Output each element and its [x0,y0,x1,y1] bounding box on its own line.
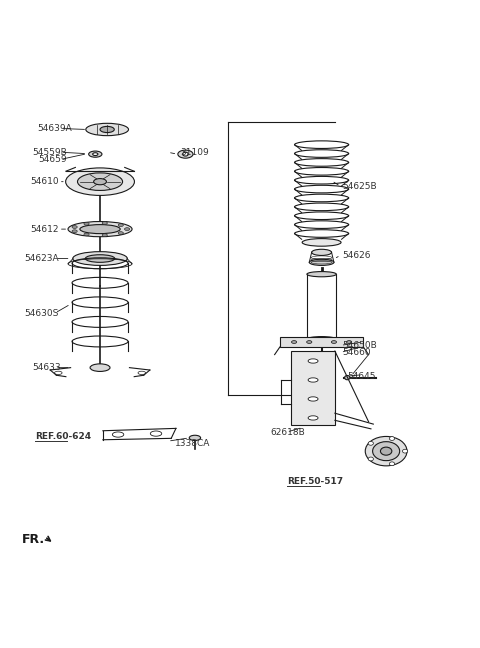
Ellipse shape [150,431,162,436]
Ellipse shape [302,238,341,246]
Ellipse shape [372,442,400,461]
Ellipse shape [100,126,114,133]
Ellipse shape [77,173,122,191]
Text: 54623A: 54623A [24,254,59,263]
Ellipse shape [381,447,392,455]
Ellipse shape [308,359,318,363]
Ellipse shape [308,397,318,401]
Text: REF.50-517: REF.50-517 [288,477,344,486]
Text: 54645: 54645 [348,372,376,380]
Text: 54659: 54659 [38,155,67,164]
Ellipse shape [66,168,134,196]
Text: 54660: 54660 [342,348,371,357]
Ellipse shape [307,341,312,343]
Text: 54625B: 54625B [342,182,377,191]
Ellipse shape [102,222,108,224]
Ellipse shape [86,123,129,135]
Ellipse shape [72,230,77,233]
Ellipse shape [73,251,127,266]
Ellipse shape [84,233,89,236]
Ellipse shape [118,224,123,227]
Text: 54559B: 54559B [32,148,67,157]
Text: 62618B: 62618B [271,428,306,437]
Ellipse shape [312,249,332,255]
Text: 1338CA: 1338CA [175,439,210,448]
Ellipse shape [389,437,395,441]
Ellipse shape [182,152,188,156]
Ellipse shape [345,375,350,380]
Ellipse shape [68,222,132,237]
Ellipse shape [84,222,89,226]
Text: 54612: 54612 [30,225,59,234]
Ellipse shape [124,227,130,231]
Ellipse shape [308,416,318,420]
Text: 54626: 54626 [342,251,371,260]
Text: 54630S: 54630S [24,308,59,318]
Ellipse shape [347,341,352,343]
Ellipse shape [368,457,373,461]
Ellipse shape [331,341,336,343]
Ellipse shape [102,234,108,237]
Text: FR.: FR. [22,533,45,546]
Ellipse shape [90,364,110,371]
Text: 54639A: 54639A [37,124,72,133]
Ellipse shape [89,151,102,157]
Ellipse shape [307,336,336,341]
Ellipse shape [309,259,334,266]
Ellipse shape [72,226,77,229]
Ellipse shape [93,153,98,156]
Ellipse shape [307,272,336,277]
Ellipse shape [80,225,120,234]
Text: 54610: 54610 [30,177,59,186]
Ellipse shape [368,441,373,445]
Ellipse shape [189,435,201,441]
Ellipse shape [118,231,123,235]
Ellipse shape [178,150,193,158]
Ellipse shape [308,378,318,382]
Text: 54633: 54633 [32,363,61,372]
Ellipse shape [365,437,407,466]
Bar [280,337,363,347]
Ellipse shape [94,179,107,185]
Ellipse shape [291,341,297,343]
Ellipse shape [389,462,395,466]
Text: 54650B: 54650B [342,341,377,350]
Ellipse shape [403,449,408,453]
Ellipse shape [85,255,115,262]
Bar [291,351,335,425]
Text: 31109: 31109 [180,148,209,157]
Ellipse shape [112,432,124,437]
Text: REF.60-624: REF.60-624 [35,432,91,441]
